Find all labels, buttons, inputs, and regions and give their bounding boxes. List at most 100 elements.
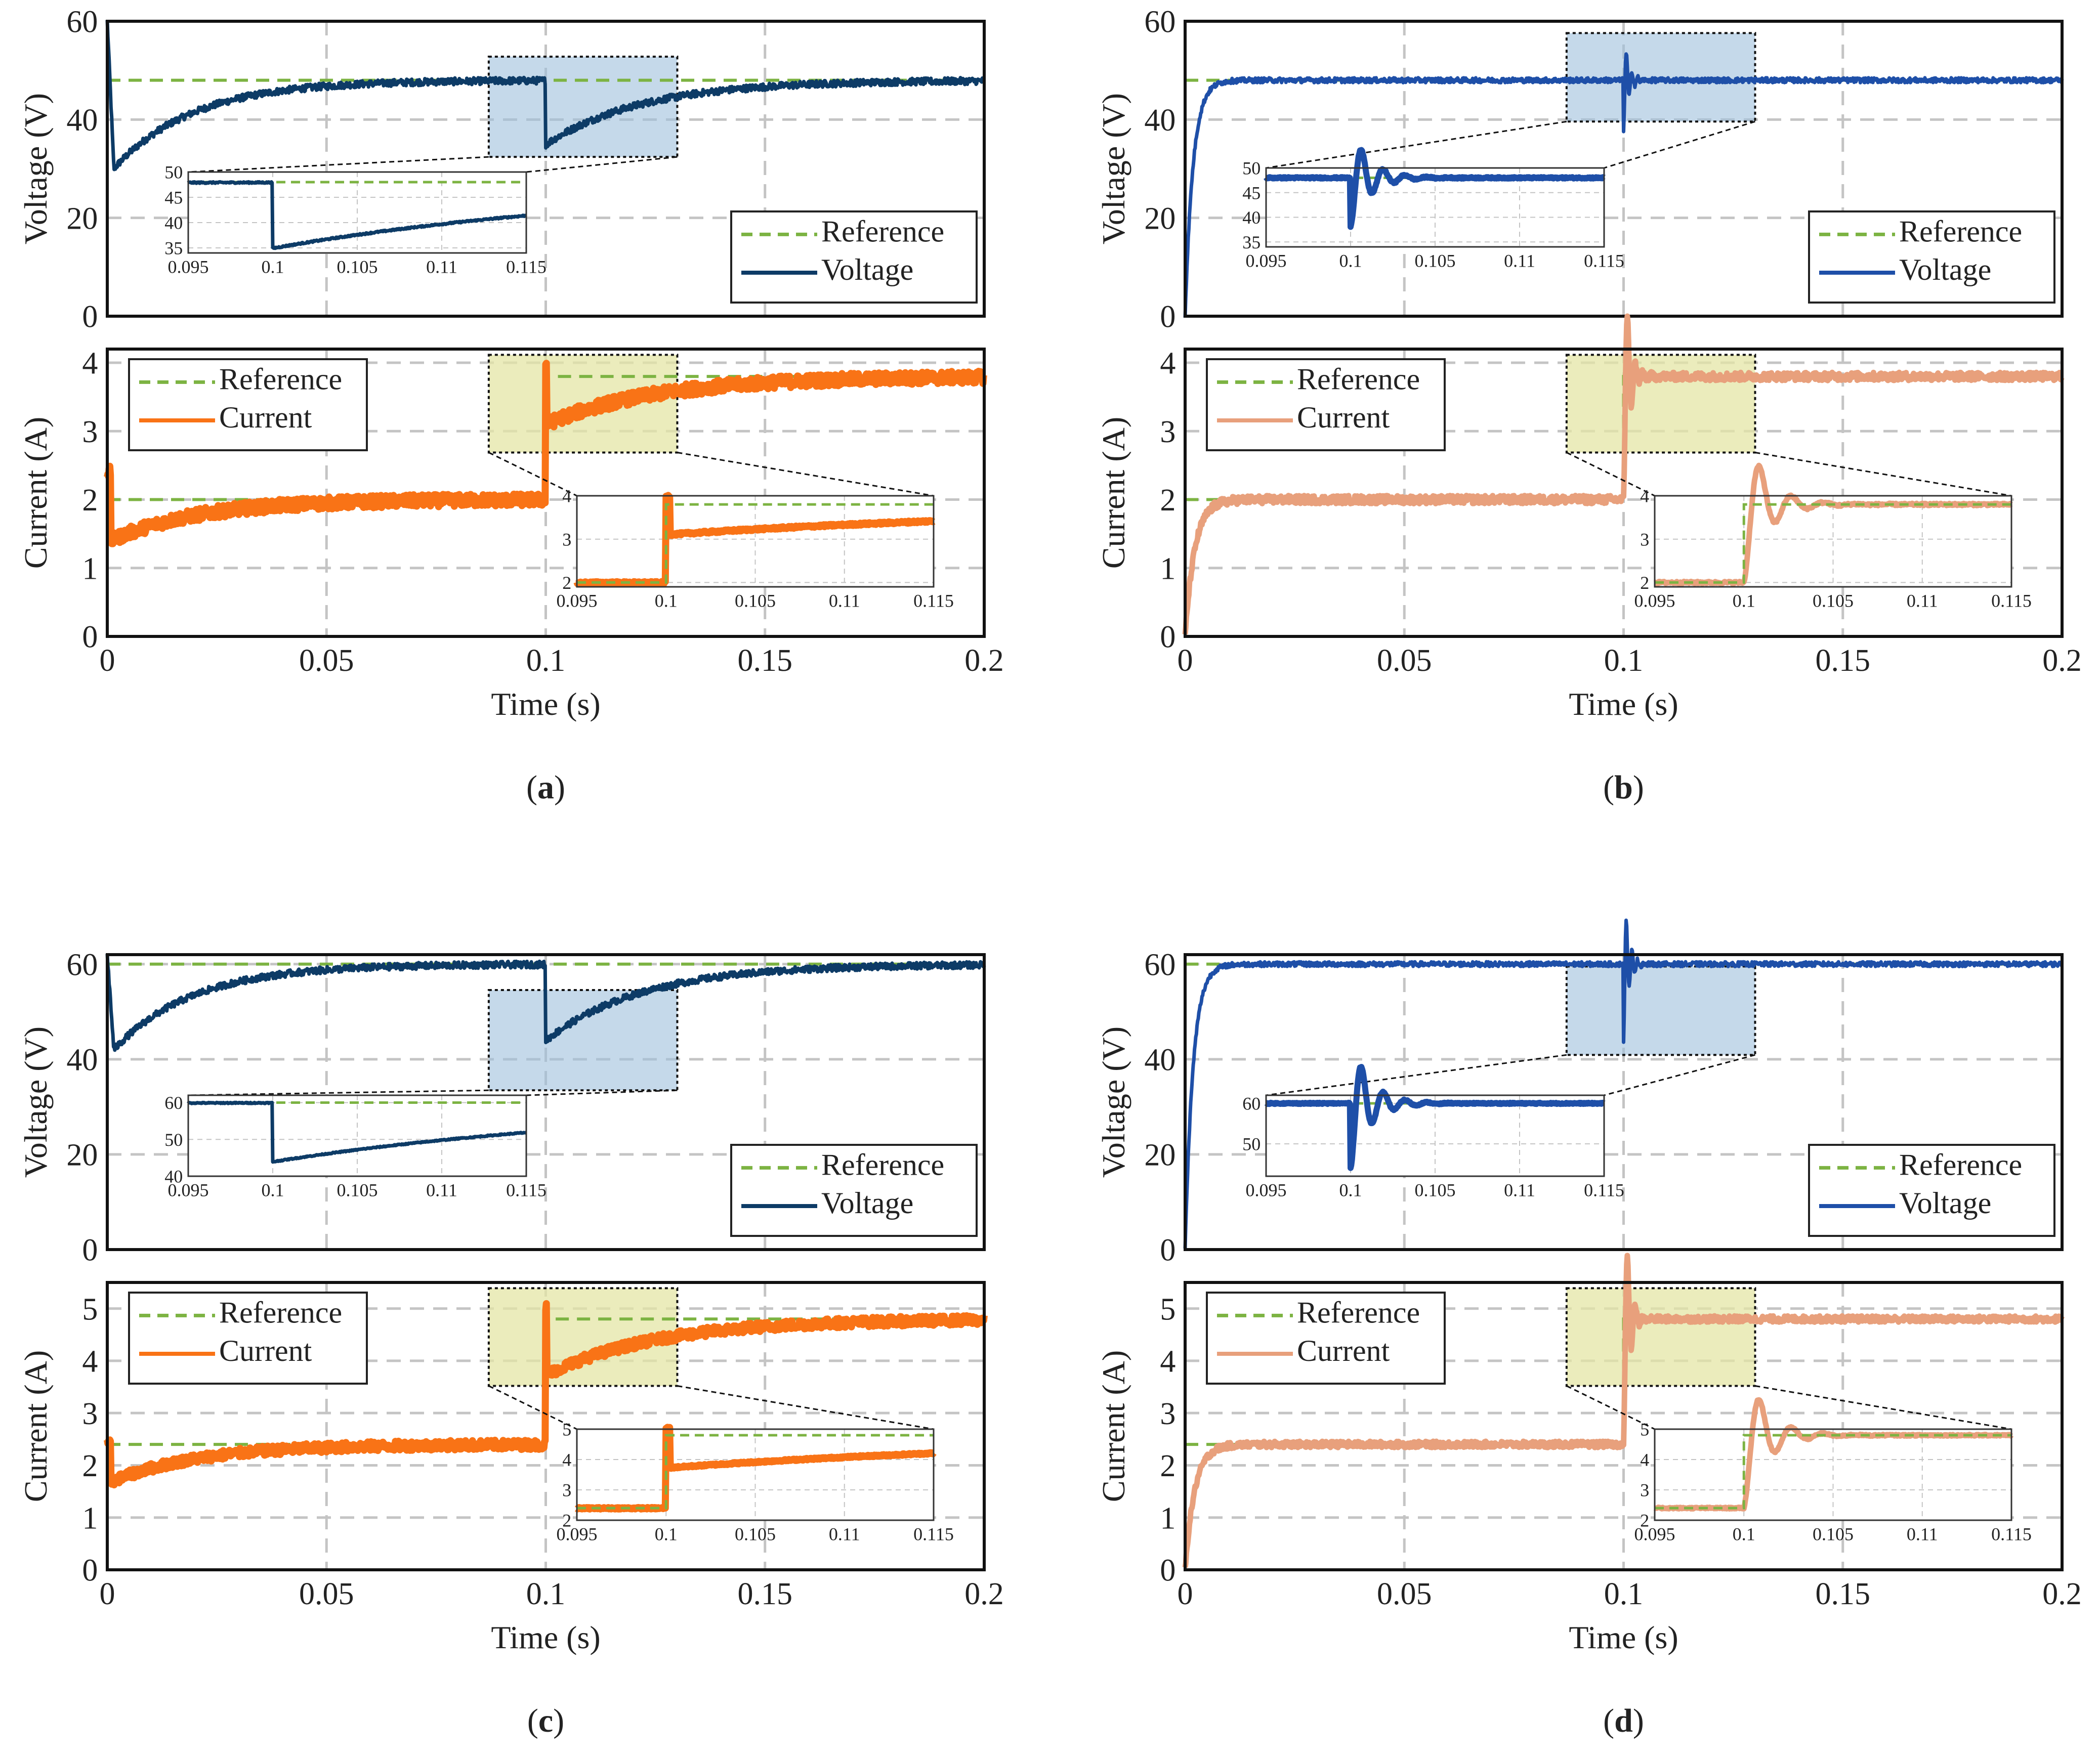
current-inset-ytick-label: 2 <box>562 573 571 593</box>
voltage-zoom-box <box>487 989 679 1092</box>
current-ytick-label: 0 <box>1160 620 1175 655</box>
voltage-ytick-label: 0 <box>82 1233 98 1268</box>
voltage-ytick-label: 60 <box>1144 948 1175 982</box>
voltage-inset-xtick-label: 0.095 <box>168 257 209 277</box>
voltage-zoom-connector <box>1266 120 1567 169</box>
legend-box <box>730 210 978 304</box>
current-zoom-connector <box>1566 452 1655 497</box>
legend-series-label: Current <box>219 401 312 434</box>
current-inset-ytick-label: 3 <box>1640 1480 1649 1500</box>
voltage-inset-ytick-label: 50 <box>164 1130 183 1150</box>
current-xtick-label: 0.15 <box>738 1577 793 1611</box>
voltage-inset-frame <box>1265 167 1605 248</box>
voltage-inset-xtick-label: 0.115 <box>506 257 547 277</box>
current-inset-xtick-label: 0.095 <box>1634 1524 1675 1545</box>
voltage-inset-ytick-label: 50 <box>1242 158 1261 179</box>
current-xtick-label: 0 <box>100 644 115 678</box>
current-ytick-label: 5 <box>1160 1292 1175 1326</box>
current-ytick-label: 4 <box>82 1345 98 1379</box>
voltage-inset: 0.095 0.1 0.105 0.11 0.115 35 40 45 50 <box>1242 147 1624 271</box>
current-ylabel: Current (A) <box>18 417 54 569</box>
current-inset-ytick-label: 4 <box>562 1450 571 1470</box>
voltage-axes-frame <box>1184 953 2064 1251</box>
current-inset-xtick-label: 0.1 <box>655 1524 678 1545</box>
voltage-inset-xtick-label: 0.105 <box>1415 1180 1456 1200</box>
voltage-zoom-connector <box>1266 1054 1567 1096</box>
current-inset-xtick-label: 0.11 <box>829 591 860 611</box>
current-xtick-label: 0.2 <box>2042 644 2082 678</box>
current-xtick-label: 0.15 <box>738 644 793 678</box>
current-inset-ytick-label: 4 <box>1640 1450 1649 1470</box>
caption-letter: b <box>1614 769 1633 806</box>
current-ylabel: Current (A) <box>1096 1350 1131 1502</box>
voltage-inset-ytick-label: 40 <box>164 213 183 233</box>
voltage-inset-trace <box>187 180 528 250</box>
current-inset-xtick-label: 0.105 <box>1813 591 1854 611</box>
voltage-ytick-label: 0 <box>1160 1233 1175 1268</box>
caption-letter: a <box>537 769 554 806</box>
current-ylabel: Current (A) <box>18 1350 54 1502</box>
current-zoom-connector <box>1566 1385 1655 1430</box>
voltage-inset-ytick-label: 35 <box>1242 232 1261 252</box>
current-inset-ytick-label: 4 <box>562 486 571 506</box>
legend-series-label: Voltage <box>821 1186 913 1220</box>
voltage-ytick-label: 60 <box>66 5 98 39</box>
voltage-inset-xtick-label: 0.11 <box>1504 1180 1535 1200</box>
legend-reference-label: Reference <box>1297 1296 1420 1329</box>
voltage-trace <box>105 20 986 171</box>
voltage-ytick-label: 60 <box>66 948 98 982</box>
current-ytick-label: 2 <box>1160 1449 1175 1483</box>
current-xtick-label: 0 <box>100 1577 115 1611</box>
current-axes-frame <box>106 348 986 638</box>
voltage-inset-xtick-label: 0.11 <box>1504 251 1535 271</box>
current-inset-ytick-label: 4 <box>1640 486 1649 506</box>
voltage-inset-xtick-label: 0.115 <box>506 1180 547 1200</box>
voltage-inset-ytick-label: 40 <box>1242 207 1261 228</box>
current-inset-frame <box>576 1428 935 1521</box>
voltage-subplot: 0 20 40 60 Voltage (V) 0.095 0.1 0.105 0.11 0.115… <box>1096 918 2064 1268</box>
current-inset-ytick-label: 3 <box>562 529 571 549</box>
voltage-ytick-label: 40 <box>66 103 98 138</box>
voltage-inset-xtick-label: 0.1 <box>1339 251 1362 271</box>
current-xtick-label: 0.1 <box>1604 644 1644 678</box>
voltage-inset-xtick-label: 0.1 <box>1339 1180 1362 1200</box>
caption-paren: ) <box>553 1702 564 1739</box>
voltage-inset-frame <box>187 1094 527 1177</box>
legend-reference-label: Reference <box>219 1296 342 1329</box>
voltage-inset: 0.095 0.1 0.105 0.11 0.115 40 50 60 <box>164 1093 547 1200</box>
current-xtick-label: 0.15 <box>1816 644 1871 678</box>
current-trace <box>104 360 987 547</box>
current-inset-xtick-label: 0.115 <box>1991 591 2032 611</box>
current-xtick-label: 0.2 <box>964 1577 1004 1611</box>
voltage-ylabel: Voltage (V) <box>1096 1026 1131 1178</box>
voltage-ylabel: Voltage (V) <box>1096 93 1131 244</box>
voltage-subplot: 0 20 40 60 Voltage (V) 0.095 0.1 0.105 0.11 0.115… <box>1096 5 2064 334</box>
current-inset-ytick-label: 2 <box>1640 573 1649 593</box>
current-ytick-label: 3 <box>1160 1397 1175 1431</box>
voltage-trace <box>1183 918 2064 1249</box>
current-ytick-label: 5 <box>82 1292 98 1326</box>
voltage-ytick-label: 40 <box>66 1043 98 1078</box>
current-inset-frame <box>576 495 935 588</box>
current-ytick-label: 1 <box>82 551 98 586</box>
current-ytick-label: 4 <box>82 347 98 381</box>
current-inset-xtick-label: 0.095 <box>557 1524 598 1545</box>
current-inset-ytick-label: 3 <box>562 1480 571 1500</box>
caption-paren: ) <box>554 769 565 806</box>
panel-caption: (c) <box>527 1702 564 1739</box>
voltage-zoom-connector <box>526 156 678 173</box>
current-inset-reference <box>1655 1434 2011 1510</box>
voltage-inset-ytick-label: 50 <box>1242 1134 1261 1154</box>
legend-reference-label: Reference <box>821 1148 944 1181</box>
legend-box <box>128 358 368 451</box>
current-ytick-label: 2 <box>1160 483 1175 518</box>
voltage-inset-ytick-label: 35 <box>164 238 183 259</box>
current-ytick-label: 3 <box>82 1397 98 1431</box>
